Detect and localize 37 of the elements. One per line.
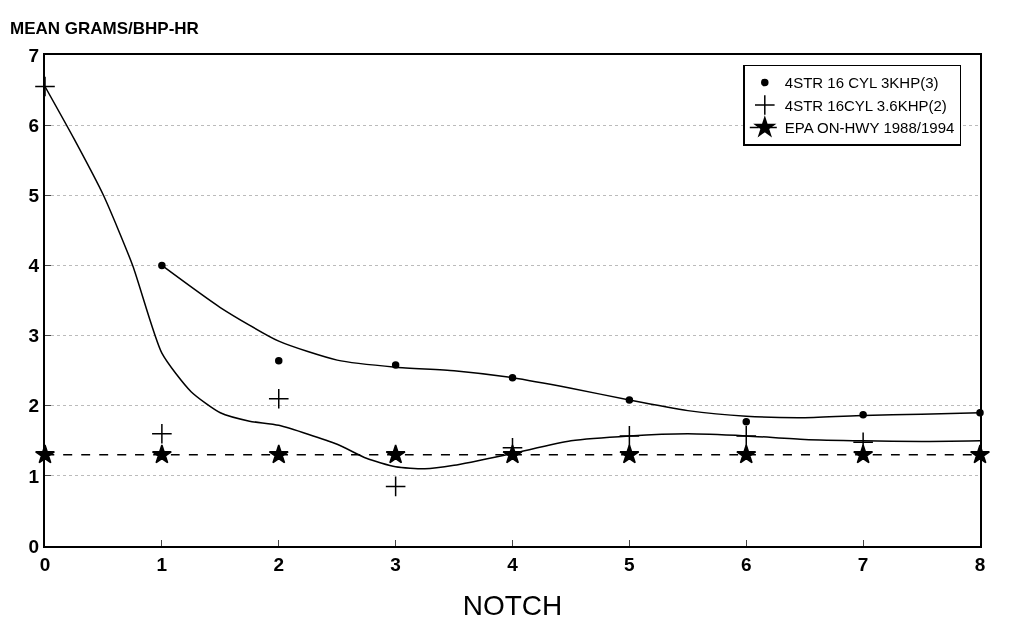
- point: [151, 444, 172, 464]
- x-tick-label: 4: [507, 553, 519, 575]
- y-axis-title: MEAN GRAMS/BHP-HR: [10, 19, 199, 38]
- x-tick-label: 3: [390, 553, 401, 575]
- y-tick-label: 6: [28, 114, 40, 136]
- point: [268, 444, 289, 464]
- y-tick-label: 0: [28, 535, 40, 557]
- y-tick-label: 5: [28, 184, 40, 206]
- point: [618, 425, 640, 447]
- point: [34, 76, 56, 98]
- point: [151, 423, 173, 445]
- y-tick-label: 3: [28, 325, 40, 347]
- x-tick-label: 2: [273, 553, 285, 575]
- point: [736, 444, 757, 464]
- point: [275, 357, 283, 365]
- legend-label: EPA ON-HWY 1988/1994: [784, 119, 955, 137]
- x-tick-label: 5: [624, 553, 636, 575]
- y-tick-label: 2: [28, 395, 40, 417]
- point: [619, 444, 640, 464]
- y-tick-label: 1: [28, 465, 40, 487]
- legend-label: 4STR 16 CYL 3KHP(3): [784, 74, 939, 92]
- point: [268, 388, 290, 410]
- x-tick-label: 8: [974, 553, 986, 575]
- point: [853, 444, 874, 464]
- point: [385, 475, 407, 497]
- point: [158, 261, 166, 270]
- point: [859, 411, 867, 419]
- y-tick-label: 4: [28, 255, 40, 277]
- x-tick-label: 6: [740, 553, 752, 575]
- point: [502, 444, 523, 464]
- point: [742, 418, 750, 426]
- x-axis-title: NOTCH: [462, 590, 563, 621]
- x-tick-label: 7: [857, 553, 869, 575]
- point: [385, 444, 406, 464]
- y-tick-label: 7: [28, 44, 40, 66]
- legend-label: 4STR 16CYL 3.6KHP(2): [784, 96, 947, 114]
- x-tick-label: 1: [156, 553, 168, 575]
